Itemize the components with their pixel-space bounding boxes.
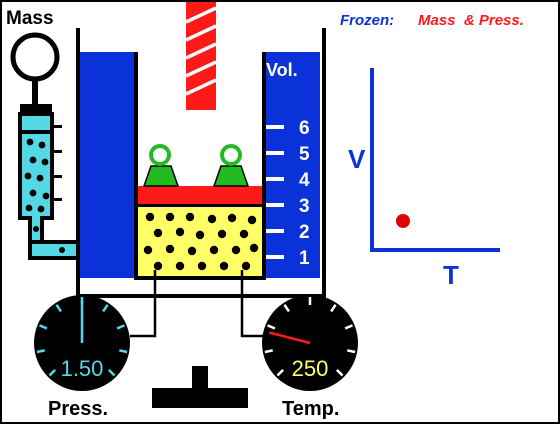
gauge-tick (347, 349, 356, 354)
gauge-tick (102, 304, 109, 313)
volume-tick-mark (266, 151, 284, 155)
weight-left (142, 144, 180, 187)
piston (138, 186, 262, 206)
gauge-tick (283, 304, 290, 313)
gauge-tick (107, 368, 116, 377)
temperature-label: Temp. (282, 398, 339, 420)
gauge-tick (276, 368, 285, 377)
volume-tick-mark (266, 229, 284, 233)
graph-y-label: V (348, 144, 366, 174)
volume-tick-label: 6 (299, 118, 310, 139)
volume-tick-label: 4 (299, 170, 310, 191)
temperature-gauge: 250 (262, 295, 358, 391)
gauge-tick (36, 349, 45, 354)
gas-molecules (143, 212, 259, 271)
gauge-tick (330, 304, 337, 313)
gauge-tick (264, 349, 273, 354)
volume-tick-label: 3 (299, 196, 310, 217)
volume-tick-mark (266, 177, 284, 181)
gas-cylinder (134, 52, 266, 280)
pressure-gauge: 1.50 (34, 295, 130, 391)
volume-tick-label: 5 (299, 144, 310, 165)
water-bath (76, 28, 326, 298)
gauge-tick (267, 324, 276, 330)
heater-rod (185, 2, 217, 110)
gauge-wires (130, 270, 265, 338)
gauge-tick (39, 324, 48, 330)
gauge-tick (116, 324, 125, 330)
stand (152, 366, 248, 408)
mass-control[interactable] (10, 32, 60, 112)
gauge-tick (344, 324, 353, 330)
volume-tick-mark (266, 255, 284, 259)
pressure-label: Press. (48, 398, 108, 420)
volume-temperature-graph: V T (348, 68, 500, 290)
volume-tick-mark (266, 125, 284, 129)
gauge-tick (335, 368, 344, 377)
status-prefix: Frozen: (340, 12, 394, 29)
weight-right (212, 144, 250, 187)
graph-x-axis (370, 248, 500, 252)
gauge-tick (55, 304, 62, 313)
pressure-value: 1.50 (61, 356, 104, 381)
graph-y-axis (370, 68, 374, 252)
graph-point (396, 214, 410, 228)
temperature-needle (269, 331, 311, 345)
volume-tick-label: 1 (299, 248, 310, 269)
volume-tick-mark (266, 203, 284, 207)
volume-tick-label: 2 (299, 222, 310, 243)
volume-label: Vol. (266, 60, 298, 80)
volume-scale: Vol. 1 2 3 4 5 6 (266, 60, 310, 269)
gauge-tick (48, 368, 57, 377)
mass-label: Mass (6, 8, 54, 29)
temperature-value: 250 (292, 356, 329, 381)
graph-x-label: T (443, 260, 459, 290)
gauge-tick (119, 349, 128, 354)
status-frozen-items: Mass & Press. (418, 12, 524, 29)
